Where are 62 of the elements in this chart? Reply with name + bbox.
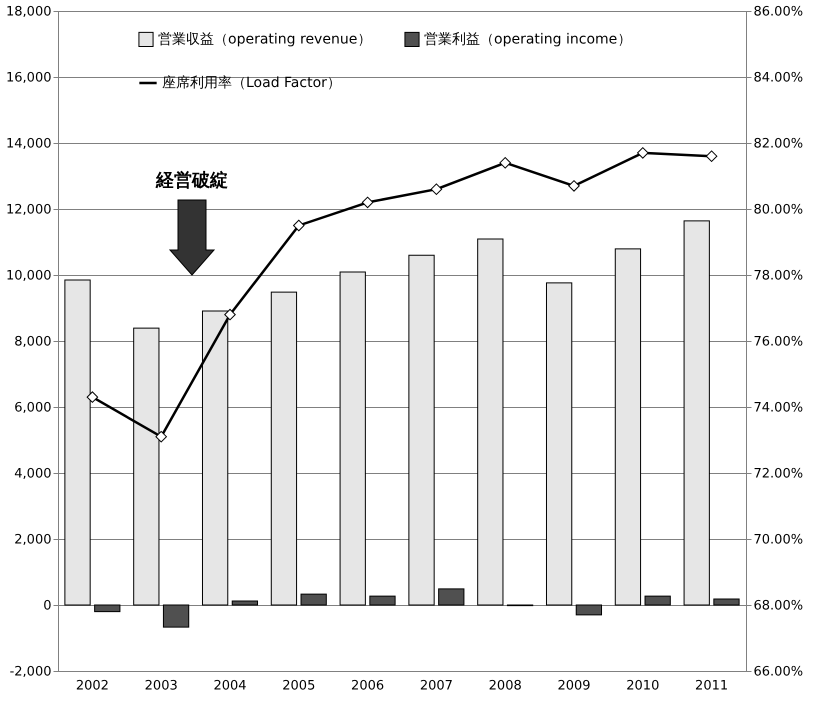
y2-tick-label: 74.00% <box>754 400 804 416</box>
bar <box>614 248 642 606</box>
bar <box>546 282 572 606</box>
legend-label: 営業収益（operating revenue） <box>158 31 372 48</box>
y2-tick-label: 78.00% <box>754 268 804 284</box>
bar <box>438 588 464 606</box>
bar <box>340 272 366 606</box>
y-tick-label: 2,000 <box>14 532 52 548</box>
point <box>568 180 580 192</box>
bar <box>408 254 435 606</box>
point <box>293 220 305 232</box>
bar <box>300 594 327 606</box>
y-tick-label: 16,000 <box>6 70 52 86</box>
x-tick-label: 2002 <box>76 678 109 694</box>
y2-tick-label: 72.00% <box>754 466 804 482</box>
annotation: 経営破綻 <box>155 170 228 191</box>
y2-tick-label: 80.00% <box>754 202 804 218</box>
point <box>362 196 374 208</box>
y2-tick-label: 66.00% <box>754 664 804 680</box>
y-tick-label: 6,000 <box>14 400 52 416</box>
y-tick-label: 10,000 <box>6 268 52 284</box>
point <box>706 150 718 162</box>
x-tick-label: 2004 <box>213 678 247 694</box>
bar <box>270 292 298 606</box>
point <box>430 183 442 195</box>
y-tick-label: 18,000 <box>6 4 52 20</box>
y-tick-label: -2,000 <box>10 664 52 680</box>
y2-tick-label: 82.00% <box>754 136 804 152</box>
x-tick-label: 2006 <box>351 678 384 694</box>
legend-label: 営業利益（operating income） <box>424 31 632 48</box>
point <box>155 430 167 442</box>
y-tick-label: 14,000 <box>6 136 52 152</box>
bar <box>477 238 504 606</box>
x-tick-label: 2003 <box>144 678 178 694</box>
y2-tick-label: 76.00% <box>754 334 804 350</box>
y-tick-label: 8,000 <box>14 334 52 350</box>
y2-tick-label: 68.00% <box>754 598 804 614</box>
bar <box>576 604 602 616</box>
bar <box>94 604 120 612</box>
point <box>637 147 649 159</box>
bar <box>644 596 671 606</box>
bar <box>369 596 396 606</box>
bar <box>232 600 258 606</box>
x-tick-label: 2008 <box>488 678 522 694</box>
y-tick-label: 12,000 <box>6 202 52 218</box>
y-tick-label: 0 <box>43 598 52 614</box>
x-tick-label: 2009 <box>557 678 591 694</box>
x-tick-label: 2007 <box>420 678 453 694</box>
x-tick-label: 2005 <box>282 678 316 694</box>
y2-tick-label: 84.00% <box>754 70 804 86</box>
point <box>86 391 98 403</box>
point <box>224 308 236 320</box>
x-tick-label: 2010 <box>626 678 660 694</box>
point <box>499 157 511 169</box>
y-tick-label: 4,000 <box>14 466 52 482</box>
y2-tick-label: 86.00% <box>754 4 804 20</box>
bar <box>684 220 710 606</box>
x-tick-label: 2011 <box>695 678 728 694</box>
bar <box>713 598 740 606</box>
y2-tick-label: 70.00% <box>754 532 804 548</box>
bar <box>162 604 190 628</box>
legend-label: 座席利用率（Load Factor） <box>162 75 341 91</box>
